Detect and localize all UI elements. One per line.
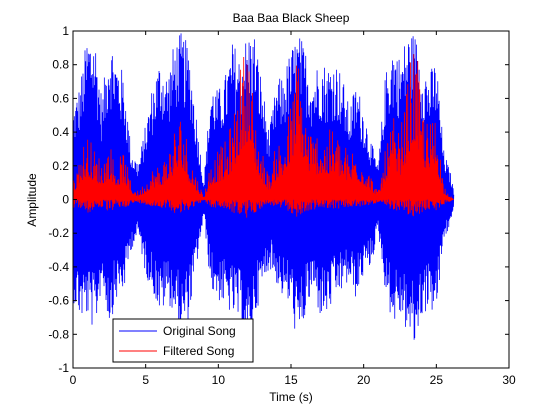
x-tick-label: 15: [284, 373, 298, 387]
y-tick-label: -0.4: [48, 260, 69, 274]
x-tick-label: 0: [70, 373, 77, 387]
y-tick-label: 0.2: [52, 159, 69, 173]
x-tick-label: 5: [142, 373, 149, 387]
y-tick-label: 1: [62, 24, 69, 38]
y-tick-label: -0.2: [48, 226, 69, 240]
x-tick-label: 25: [430, 373, 444, 387]
y-tick-label: 0.4: [52, 125, 69, 139]
x-tick-label: 10: [212, 373, 226, 387]
legend-label-original-song: Original Song: [163, 324, 236, 338]
x-axis-label: Time (s): [269, 390, 313, 404]
y-tick-label: 0.6: [52, 91, 69, 105]
x-axis: 0 5 10 15 20 25 30: [70, 31, 516, 387]
y-tick-label: -0.6: [48, 294, 69, 308]
series-layer: [72, 33, 455, 340]
y-axis: 1 0.8 0.6 0.4 0.2 0 -0.2 -0.4 -0.6 -0.8 -1: [48, 24, 509, 375]
y-axis-label: Amplitude: [25, 173, 39, 227]
y-tick-label: 0.8: [52, 58, 69, 72]
x-tick-label: 30: [502, 373, 516, 387]
series-line-filtered-song: [72, 54, 454, 218]
y-tick-label: 0: [62, 193, 69, 207]
legend-label-filtered-song: Filtered Song: [163, 344, 234, 358]
legend: Original Song Filtered Song: [112, 318, 254, 363]
y-tick-label: -1: [58, 361, 69, 375]
legend-box: [112, 318, 254, 363]
x-tick-label: 20: [357, 373, 371, 387]
y-tick-label: -0.8: [48, 327, 69, 341]
chart-title: Baa Baa Black Sheep: [233, 11, 350, 25]
